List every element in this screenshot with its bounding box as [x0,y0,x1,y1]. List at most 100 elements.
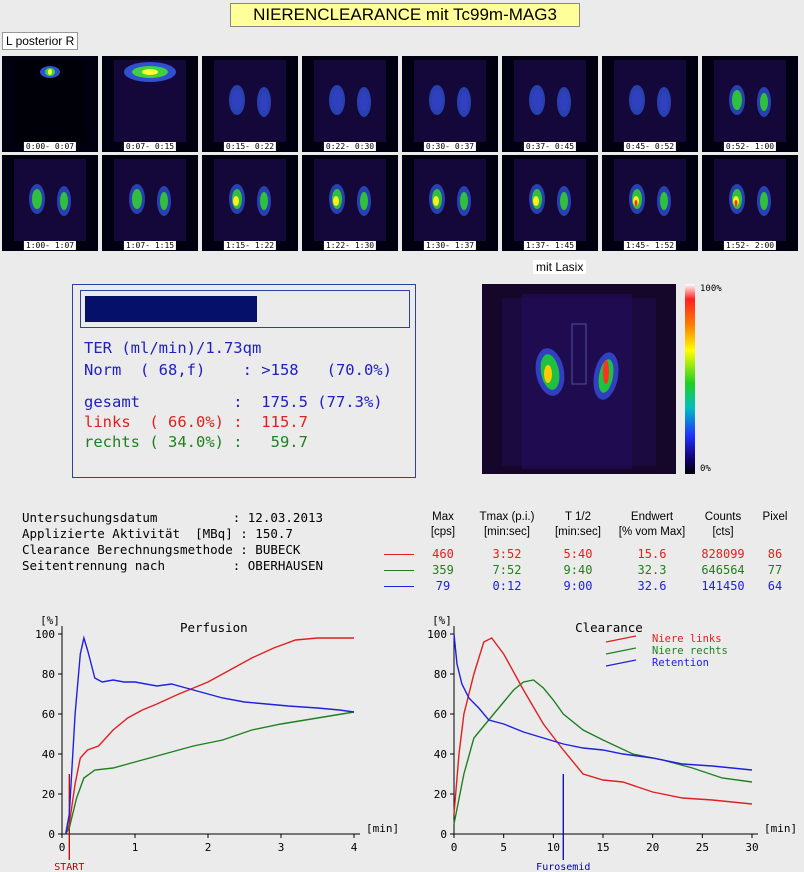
table-cell: 0:12 [492,579,522,593]
frame-time-label: 1:07- 1:15 [123,241,177,250]
x-tick-label: 20 [646,841,659,854]
legend-line [605,635,637,643]
table-cell: 9:40 [563,563,593,577]
frame-time-label: 1:37- 1:45 [523,241,577,250]
y-tick-label: 60 [42,708,55,721]
series-line [453,679,753,825]
series-line [65,635,355,835]
table-header: Counts [704,511,742,523]
colorbar-bottom-label: 0% [700,464,711,474]
frame-time-label: 0:52- 1:00 [723,142,777,151]
frame-time-label: 0:15- 0:22 [223,142,277,151]
table-cell: 646564 [701,563,745,577]
x-tick-label: 0 [59,841,66,854]
table-header: Pixel [762,511,788,523]
colorbar-top-label: 100% [700,284,722,294]
frame-3: 0:15- 0:22 [202,56,298,152]
table-header-unit: [min:sec] [483,526,530,538]
table-cell: 32.6 [637,579,667,593]
table-cell: 9:00 [563,579,593,593]
frame-time-label: 1:52- 2:00 [723,241,777,250]
legend-label: Niere rechts [652,645,728,657]
x-tick-label: 25 [696,841,709,854]
table-cell: 828099 [701,547,745,561]
y-axis-label: [%] [432,614,452,627]
series-line [65,637,354,835]
frame-time-label: 0:22- 0:30 [323,142,377,151]
frame-time-label: 0:37- 0:45 [523,142,577,151]
orientation-label: L posterior R [2,32,79,50]
table-header-unit: [min:sec] [554,526,601,538]
y-tick-label: 0 [440,828,447,841]
table-cell: 79 [435,579,451,593]
ter-heading: TER (ml/min)/1.73qm [84,339,262,357]
ter-bar-frame [80,290,410,328]
x-tick-label: 1 [132,841,139,854]
ter-norm: Norm ( 68,f) : >158 (70.0%) [84,361,392,379]
table-cell: 141450 [701,579,745,593]
y-tick-label: 40 [434,748,447,761]
frame-time-label: 0:07- 0:15 [123,142,177,151]
y-tick-label: 80 [42,668,55,681]
lasix-kidney-image [482,284,676,474]
event-marker-label: START [54,862,84,872]
x-tick-label: 3 [278,841,285,854]
frame-time-label: 0:45- 0:52 [623,142,677,151]
ter-links: links ( 66.0%) : 115.7 [84,413,308,431]
frame-14: 1:37- 1:45 [502,155,598,251]
table-header: T 1/2 [565,511,591,523]
table-header-unit: [cts] [712,526,734,538]
y-axis-label: [%] [40,614,60,627]
table-header: Endwert [630,511,674,523]
perfusion-chart: 0 20 40 60 80 100 0 1 2 3 4 [%] [min] Perfusion START [35,614,399,872]
x-tick-label: 4 [351,841,358,854]
y-tick-label: 40 [42,748,55,761]
y-tick-label: 100 [427,628,447,641]
frame-15: 1:45- 1:52 [602,155,698,251]
chart-title: Clearance [575,620,643,635]
frame-8: 0:52- 1:00 [702,56,798,152]
frame-time-label: 1:00- 1:07 [23,241,77,250]
frame-6: 0:37- 0:45 [502,56,598,152]
table-cell: 15.6 [637,547,667,561]
frame-4: 0:22- 0:30 [302,56,398,152]
frame-5: 0:30- 0:37 [402,56,498,152]
y-tick-label: 60 [434,708,447,721]
info-separation: Seitentrennung nach : OBERHAUSEN [22,558,324,573]
frame-9: 1:00- 1:07 [2,155,98,251]
page-title: NIERENCLEARANCE mit Tc99m-MAG3 [230,3,580,27]
table-cell: 3:52 [492,547,522,561]
frame-time-label: 1:45- 1:52 [623,241,677,250]
x-tick-label: 30 [745,841,758,854]
lasix-label: mit Lasix [533,260,587,274]
x-tick-label: 15 [596,841,609,854]
frame-1: 0:00- 0:07 [2,56,98,152]
frame-11: 1:15- 1:22 [202,155,298,251]
table-header: Max [432,511,454,523]
ter-gesamt: gesamt : 175.5 (77.3%) [84,393,383,411]
table-row-legend-line [384,570,414,571]
chart-title: Perfusion [180,620,248,635]
table-cell: 77 [767,563,783,577]
table-cell: 86 [767,547,783,561]
frame-time-label: 0:30- 0:37 [423,142,477,151]
event-marker-label: Furosemid [536,862,590,872]
table-cell: 5:40 [563,547,593,561]
table-cell: 7:52 [492,563,522,577]
x-tick-label: 2 [205,841,212,854]
series-line [453,633,753,771]
frame-10: 1:07- 1:15 [102,155,198,251]
frame-13: 1:30- 1:37 [402,155,498,251]
table-cell: 32.3 [637,563,667,577]
y-tick-label: 100 [35,628,55,641]
x-tick-label: 10 [547,841,560,854]
y-tick-label: 0 [48,828,55,841]
info-date: Untersuchungsdatum : 12.03.2013 [22,510,324,525]
table-cell: 359 [432,563,454,577]
ter-bar-fill [85,296,257,322]
series-line [65,711,355,835]
y-tick-label: 20 [42,788,55,801]
x-tick-label: 5 [500,841,507,854]
x-axis-label: [min] [366,822,399,835]
frame-2: 0:07- 0:15 [102,56,198,152]
